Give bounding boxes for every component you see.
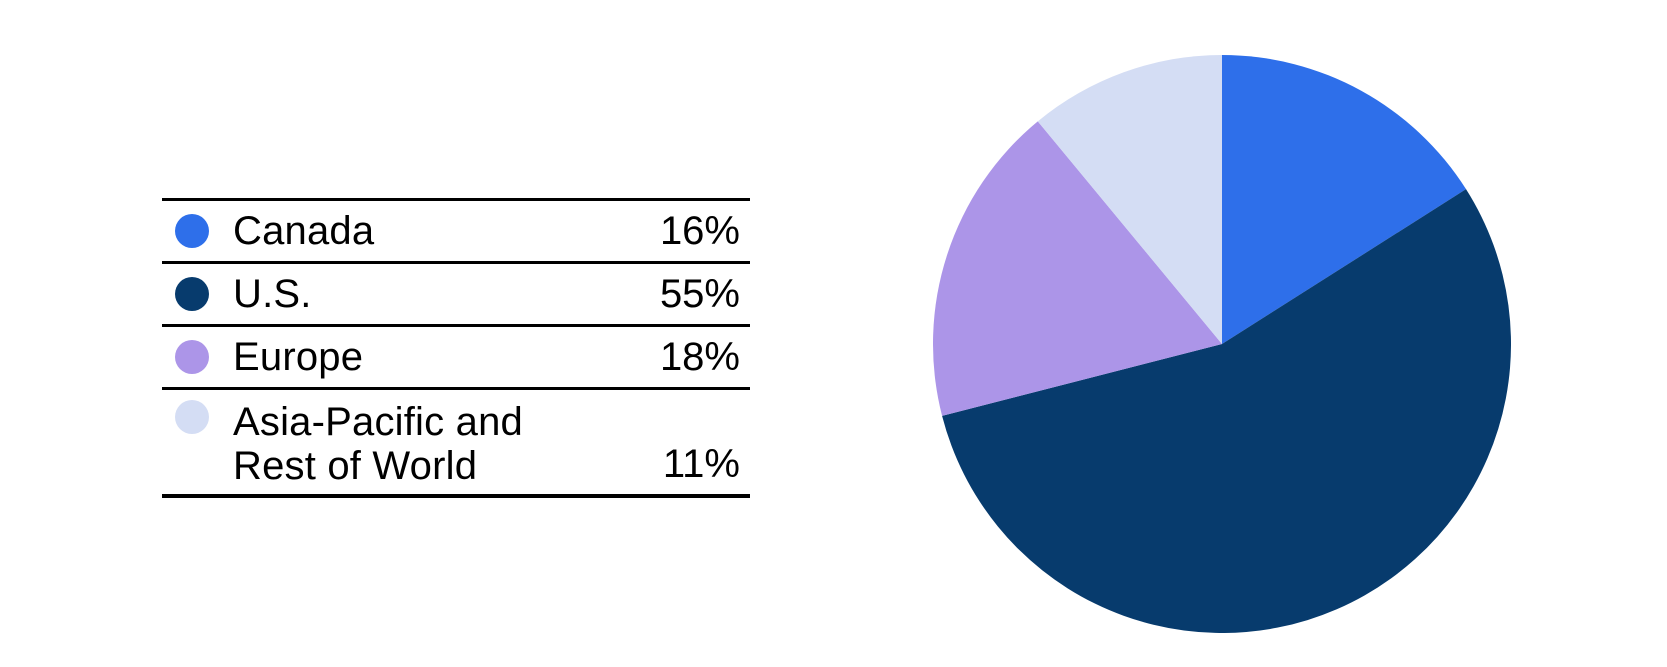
legend-swatch-europe-icon: [175, 340, 209, 374]
legend-swatch-us-icon: [175, 277, 209, 311]
legend-table: Canada 16% U.S. 55% Europe 18% Asia-Paci…: [162, 198, 750, 498]
pie-slice-canada: [1222, 55, 1467, 344]
legend-value-asia-pacific: 11%: [662, 442, 740, 486]
pie-slice-u-s: [942, 189, 1511, 633]
legend-row-canada: Canada 16%: [162, 198, 750, 261]
legend-label-canada: Canada: [233, 209, 375, 253]
pie-slice-europe: [933, 121, 1222, 416]
pie-slice-asia-pacific-and-rest-of-world: [1037, 55, 1222, 344]
legend-value-europe: 18%: [659, 335, 740, 379]
legend-swatch-asia-pacific-icon: [175, 400, 209, 434]
legend-swatch-canada-icon: [175, 214, 209, 248]
pie-chart-container: [933, 55, 1511, 633]
legend-value-canada: 16%: [659, 209, 740, 253]
legend-row-europe: Europe 18%: [162, 324, 750, 387]
legend-row-us: U.S. 55%: [162, 261, 750, 324]
legend-label-asia-pacific: Asia-Pacific and Rest of World: [233, 400, 523, 488]
legend-value-us: 55%: [659, 272, 740, 316]
legend-label-europe: Europe: [233, 335, 364, 379]
legend-label-us: U.S.: [233, 272, 312, 316]
pie-chart: [933, 55, 1511, 633]
legend-row-asia-pacific: Asia-Pacific and Rest of World 11%: [162, 387, 750, 494]
